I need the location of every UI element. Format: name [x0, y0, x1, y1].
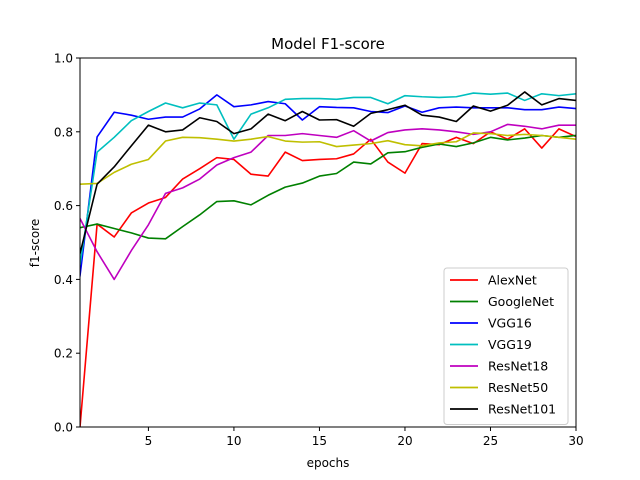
- x-tick-label: 20: [397, 434, 412, 448]
- series-line-resnet50: [80, 132, 576, 186]
- legend-label: VGG19: [488, 337, 532, 352]
- legend-label: ResNet18: [488, 359, 548, 374]
- y-tick-label: 0.4: [54, 273, 73, 287]
- y-tick-label: 1.0: [54, 52, 73, 66]
- series-line-vgg19: [80, 92, 576, 266]
- y-tick-label: 0.2: [54, 347, 73, 361]
- x-tick-label: 25: [483, 434, 498, 448]
- x-axis-label: epochs: [307, 456, 350, 470]
- legend-label: AlexNet: [488, 273, 537, 288]
- x-tick-label: 5: [145, 434, 153, 448]
- series-line-resnet101: [80, 91, 576, 255]
- legend: AlexNet GoogleNet VGG16 VGG19 ResNet18 ResNet…: [443, 267, 569, 425]
- legend-label: VGG16: [488, 316, 532, 331]
- y-tick-label: 0.6: [54, 199, 73, 213]
- y-tick-label: 0.8: [54, 125, 73, 139]
- plot-area: 5 10 15 20 25 30 0.0 0.2 0.4 0.6 0.8 1.0: [54, 52, 584, 449]
- series-line-resnet18: [80, 123, 576, 281]
- x-tick-label: 30: [568, 434, 583, 448]
- series-line-vgg16: [80, 94, 576, 277]
- legend-label: ResNet101: [488, 402, 556, 417]
- series-line-googlenet: [80, 134, 576, 240]
- legend-label: GoogleNet: [488, 294, 554, 309]
- chart-title: Model F1-score: [271, 35, 385, 53]
- x-tick-label: 15: [312, 434, 327, 448]
- axes-frame: [79, 57, 577, 428]
- series-lines: [80, 91, 576, 427]
- y-tick-label: 0.0: [54, 421, 73, 435]
- x-tick-label: 10: [226, 434, 241, 448]
- legend-box: [443, 267, 569, 425]
- legend-label: ResNet50: [488, 380, 548, 395]
- y-axis-label: f1-score: [28, 219, 42, 267]
